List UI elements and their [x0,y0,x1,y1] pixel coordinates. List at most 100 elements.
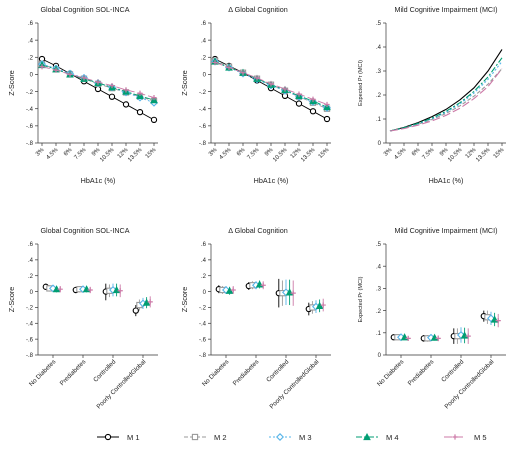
y-tick-label: -.8 [199,353,207,359]
data-point [260,282,266,288]
x-tick-label: No Diabetes [201,358,230,387]
x-tick-label: 7.5% [246,147,260,161]
series-line [389,57,503,132]
data-point [95,79,101,85]
chart-title: Mild Cognitive Impairment (MCI) [394,226,497,235]
data-point [67,71,73,78]
y-tick-label: -.8 [26,141,34,147]
data-point [108,93,116,100]
legend-marker [191,433,199,441]
data-point [310,96,316,102]
data-point [87,287,93,293]
y-tick-label: .2 [28,274,34,280]
x-tick-label: 10.5% [99,147,116,164]
legend-label: M 5 [474,433,487,442]
x-tick-label: Controlled [265,358,291,384]
y-tick-label: .6 [201,21,207,27]
y-tick-label: .2 [201,55,207,61]
data-point [150,116,158,124]
data-point [226,64,232,71]
x-tick-label: 13.5% [127,147,144,164]
y-tick-label: -.8 [199,141,207,147]
y-tick-label: .1 [376,117,382,123]
data-point [268,81,274,87]
y-tick-label: .2 [376,309,382,315]
x-axis-label: HbA1c (%) [429,176,464,185]
data-point [295,100,303,107]
x-tick-label: 3% [208,147,219,158]
legend-marker [363,432,371,441]
x-tick-label: 10.5% [447,147,464,164]
data-point [122,101,130,108]
y-axis-label: Z-Score [7,287,16,313]
data-point [320,302,326,308]
y-tick-label: -.4 [199,321,207,327]
data-point [109,82,115,89]
data-point [132,307,139,314]
data-point [296,91,302,97]
y-tick-label: .6 [28,21,34,27]
y-tick-label: -.6 [199,124,207,130]
y-tick-label: 0 [30,290,34,296]
data-point [136,108,144,116]
data-point [94,85,102,93]
x-tick-label: No Diabetes [376,358,405,387]
x-tick-label: No Diabetes [28,358,57,387]
y-tick-label: .4 [201,258,207,264]
y-tick-label: -.2 [199,306,207,312]
data-point [435,335,441,341]
x-tick-label: 6% [236,147,247,158]
series-line [41,63,155,102]
legend-label: M 3 [299,433,312,442]
y-tick-label: .4 [28,258,34,264]
y-tick-label: .2 [28,55,34,61]
y-tick-label: .3 [376,287,382,293]
x-tick-label: 15% [145,147,158,160]
y-tick-label: .4 [376,45,382,51]
data-point [39,64,45,70]
data-point [309,108,317,115]
x-tick-label: 7.5% [421,147,435,161]
x-axis-label: HbA1c (%) [254,176,289,185]
x-tick-label: 6% [63,147,74,158]
x-tick-label: Controlled [440,358,466,384]
y-tick-label: -.4 [26,107,34,113]
x-tick-label: 4.5% [393,147,407,161]
x-tick-label: Prediabetes [407,358,436,387]
data-point [123,87,129,93]
data-point [324,101,330,108]
panel-p2: Δ Global Cognition .6 .4 .2 0 -.2 -.4 -.6 -.8 Z-S… [180,5,331,185]
y-tick-label: .5 [376,242,382,248]
series-line [389,49,503,132]
chart-title: Global Cognition SOL-INCA [40,226,129,235]
y-tick-label: .1 [376,331,382,337]
panel-p1: Global Cognition SOL-INCA .6 .4 .2 0 -.2 -.4 -.… [7,5,158,185]
data-point [405,335,411,341]
legend: M 1 M 2 M 3 M 4 M 5 [97,432,487,442]
data-point [230,287,236,293]
panel-p6: Mild Cognitive Impairment (MCI) .5 .4 .3 .2.… [358,226,506,410]
data-point [290,290,296,296]
x-tick-label: Prediabetes [232,358,261,387]
panel-p5: Δ Global Cognition .6 .4 .2 0 -.2 -.4 -.6 -.8 Z-S… [180,226,331,410]
x-tick-label: Poorly ControlledGlobal [95,358,147,410]
series-line [41,64,155,101]
data-point [282,86,288,92]
y-tick-label: 0 [378,141,382,147]
x-tick-label: 9% [264,147,275,158]
legend-item: M 2 [184,433,227,442]
y-axis-label: Expected Pr (MCI) [358,276,364,322]
panel-p3: Mild Cognitive Impairment (MCI) .5 .4 .3 .2.… [358,5,506,185]
legend-item: M 4 [356,432,399,442]
data-point [137,90,143,96]
y-axis-label: Z-Score [180,287,189,313]
x-tick-label: 4.5% [45,147,59,161]
legend-item: M 3 [269,433,312,442]
x-tick-label: 15% [493,147,506,160]
y-tick-label: .6 [201,242,207,248]
y-tick-label: .2 [376,93,382,99]
x-tick-label: 15% [318,147,331,160]
y-axis-label: Z-Score [7,70,16,96]
y-tick-label: -.6 [199,337,207,343]
